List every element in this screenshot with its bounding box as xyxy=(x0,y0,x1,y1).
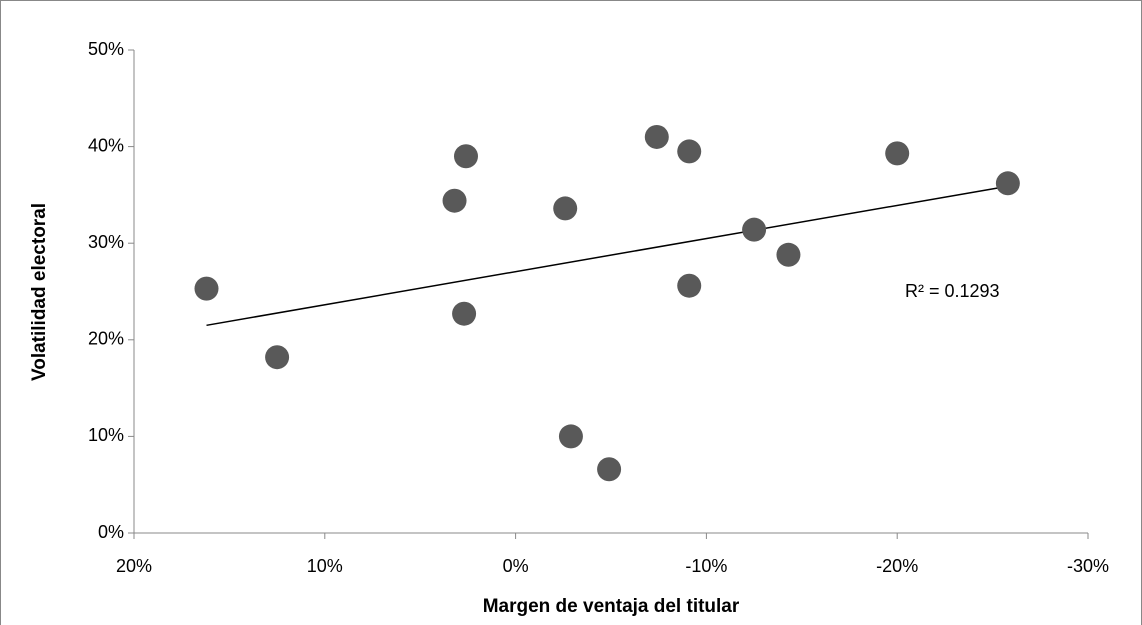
y-tick-label: 10% xyxy=(88,425,124,445)
x-tick-label: 20% xyxy=(116,556,152,576)
x-tick-label: -10% xyxy=(685,556,727,576)
y-tick-label: 50% xyxy=(88,39,124,59)
r-squared: R² = 0.1293 xyxy=(905,281,1000,301)
scatter-point xyxy=(558,424,583,449)
scatter-point xyxy=(742,217,767,242)
y-axis-title: Volatilidad electoral xyxy=(29,203,50,381)
scatter-point xyxy=(776,242,801,267)
y-tick-label: 40% xyxy=(88,135,124,155)
x-tick-label: -30% xyxy=(1067,556,1109,576)
scatter-point xyxy=(677,139,702,164)
scatter-point xyxy=(453,144,478,169)
scatter-point xyxy=(644,124,669,149)
scatter-point xyxy=(677,273,702,298)
scatter-point xyxy=(265,345,290,370)
x-tick-label: 10% xyxy=(307,556,343,576)
y-tick-label: 30% xyxy=(88,232,124,252)
scatter-point xyxy=(452,301,477,326)
trendline xyxy=(206,185,1008,327)
x-axis-title: Margen de ventaja del titular xyxy=(483,596,740,617)
x-tick-label: 0% xyxy=(503,556,529,576)
scatter-point xyxy=(553,196,578,221)
scatter-point xyxy=(194,276,219,301)
y-tick-label: 0% xyxy=(98,522,124,542)
scatter-point xyxy=(597,457,622,482)
x-tick-label: -20% xyxy=(876,556,918,576)
y-tick-label: 20% xyxy=(88,329,124,349)
scatter-point xyxy=(885,141,910,166)
scatter-point xyxy=(442,188,467,213)
scatter-point xyxy=(995,171,1020,196)
